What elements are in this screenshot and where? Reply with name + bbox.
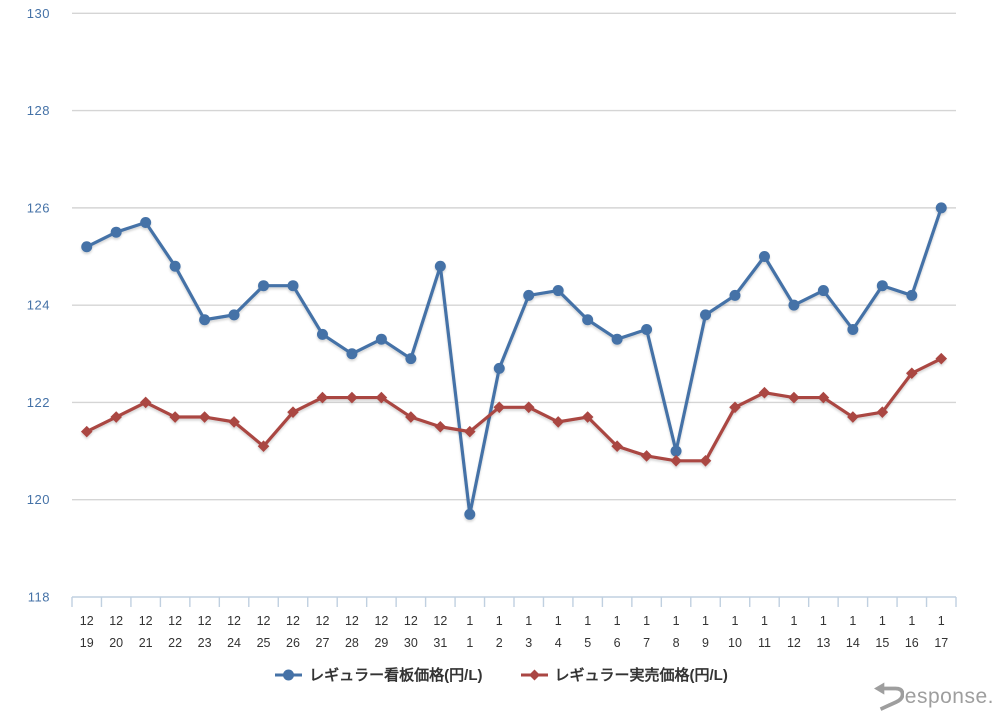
svg-text:7: 7 — [643, 636, 650, 650]
svg-text:1: 1 — [879, 614, 886, 628]
svg-text:1: 1 — [525, 614, 532, 628]
svg-text:1: 1 — [584, 614, 591, 628]
svg-text:2: 2 — [496, 636, 503, 650]
svg-text:1: 1 — [849, 614, 856, 628]
legend-label-posted-price: レギュラー看板価格(円/L) — [309, 667, 483, 684]
svg-text:12: 12 — [168, 614, 182, 628]
chart-legend: レギュラー看板価格(円/L) レギュラー実売価格(円/L) — [0, 664, 1003, 685]
response-watermark-text: esponse. — [904, 684, 994, 708]
response-logo-r-arrow-icon — [873, 682, 904, 711]
svg-text:23: 23 — [198, 636, 212, 650]
svg-text:12: 12 — [198, 614, 212, 628]
svg-text:126: 126 — [27, 200, 50, 215]
series-posted-price — [81, 202, 947, 520]
svg-text:24: 24 — [227, 636, 241, 650]
svg-text:19: 19 — [80, 636, 94, 650]
svg-text:25: 25 — [257, 636, 271, 650]
svg-text:16: 16 — [905, 636, 919, 650]
svg-text:3: 3 — [525, 636, 532, 650]
legend-line-circle-marker-icon — [275, 669, 303, 680]
svg-text:28: 28 — [345, 636, 359, 650]
x-axis — [71, 596, 957, 607]
svg-text:1: 1 — [466, 636, 473, 650]
svg-text:1: 1 — [555, 614, 562, 628]
svg-text:1: 1 — [643, 614, 650, 628]
svg-text:1: 1 — [761, 614, 768, 628]
svg-text:17: 17 — [934, 636, 948, 650]
svg-text:1: 1 — [496, 614, 503, 628]
svg-text:9: 9 — [702, 636, 709, 650]
svg-text:12: 12 — [374, 614, 388, 628]
svg-text:118: 118 — [28, 590, 50, 605]
legend-label-actual-price: レギュラー実売価格(円/L) — [554, 667, 728, 684]
svg-text:1: 1 — [908, 614, 915, 628]
svg-text:12: 12 — [139, 614, 153, 628]
svg-text:5: 5 — [584, 636, 591, 650]
svg-text:1: 1 — [466, 614, 473, 628]
svg-text:1: 1 — [938, 614, 945, 628]
svg-text:6: 6 — [614, 636, 621, 650]
svg-text:1: 1 — [820, 614, 827, 628]
svg-text:12: 12 — [286, 614, 300, 628]
svg-text:124: 124 — [27, 298, 50, 313]
svg-text:20: 20 — [109, 636, 123, 650]
svg-text:30: 30 — [404, 636, 418, 650]
legend-item-actual-price[interactable]: レギュラー実売価格(円/L) — [520, 664, 728, 685]
svg-text:120: 120 — [27, 492, 50, 507]
svg-text:1: 1 — [702, 614, 709, 628]
legend-item-posted-price[interactable]: レギュラー看板価格(円/L) — [275, 664, 483, 685]
svg-text:12: 12 — [316, 614, 330, 628]
y-axis-labels: 118 120 122 124 126 128 130 — [27, 6, 50, 605]
legend-line-diamond-marker-icon — [520, 669, 548, 680]
svg-text:12: 12 — [109, 614, 123, 628]
svg-text:12: 12 — [227, 614, 241, 628]
svg-text:8: 8 — [673, 636, 680, 650]
svg-text:1: 1 — [790, 614, 797, 628]
svg-text:12: 12 — [257, 614, 271, 628]
svg-text:15: 15 — [875, 636, 889, 650]
x-axis-labels: 1219122012211222122312241225122612271228… — [80, 614, 948, 650]
svg-text:12: 12 — [433, 614, 447, 628]
svg-text:26: 26 — [286, 636, 300, 650]
svg-text:12: 12 — [787, 636, 801, 650]
svg-text:11: 11 — [758, 636, 771, 650]
svg-text:27: 27 — [316, 636, 330, 650]
svg-text:128: 128 — [27, 103, 50, 118]
svg-text:122: 122 — [27, 395, 50, 410]
svg-text:14: 14 — [846, 636, 860, 650]
svg-text:1: 1 — [732, 614, 739, 628]
series-actual-price — [80, 352, 948, 467]
svg-text:130: 130 — [27, 6, 50, 21]
response-watermark: esponse. — [873, 682, 994, 711]
svg-text:4: 4 — [555, 636, 562, 650]
svg-text:1: 1 — [614, 614, 621, 628]
svg-text:29: 29 — [374, 636, 388, 650]
svg-text:12: 12 — [404, 614, 418, 628]
svg-text:10: 10 — [728, 636, 742, 650]
svg-text:22: 22 — [168, 636, 182, 650]
svg-text:1: 1 — [673, 614, 680, 628]
plot-area: 1181201221241261281301219122012211222122… — [27, 6, 957, 650]
svg-text:21: 21 — [139, 636, 153, 650]
svg-text:12: 12 — [345, 614, 359, 628]
svg-text:31: 31 — [433, 636, 447, 650]
svg-text:13: 13 — [816, 636, 830, 650]
svg-text:12: 12 — [80, 614, 94, 628]
gridlines — [72, 12, 956, 501]
